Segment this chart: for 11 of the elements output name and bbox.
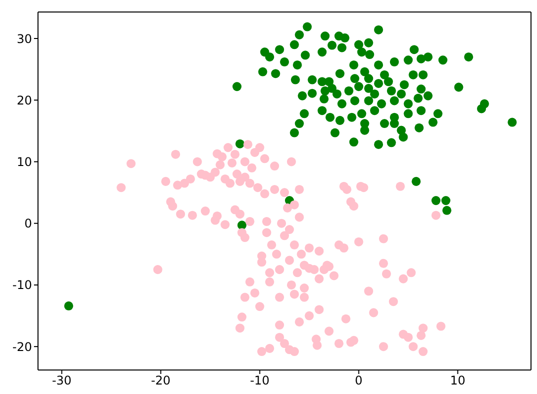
y-tick-label: 0 [24,216,32,231]
y-tick-label: -10 [12,278,32,292]
y-tick-label: -20 [12,340,32,354]
x-tick-label: -20 [150,374,171,388]
x-tick-label: 0 [354,374,363,388]
x-tick-label: 10 [450,374,466,388]
y-tick-label: 30 [16,32,32,46]
y-tick-label: 10 [16,154,32,169]
y-tick-label: 20 [16,93,32,108]
x-tick-label: -30 [52,374,72,388]
x-tick-label: -10 [250,374,270,388]
